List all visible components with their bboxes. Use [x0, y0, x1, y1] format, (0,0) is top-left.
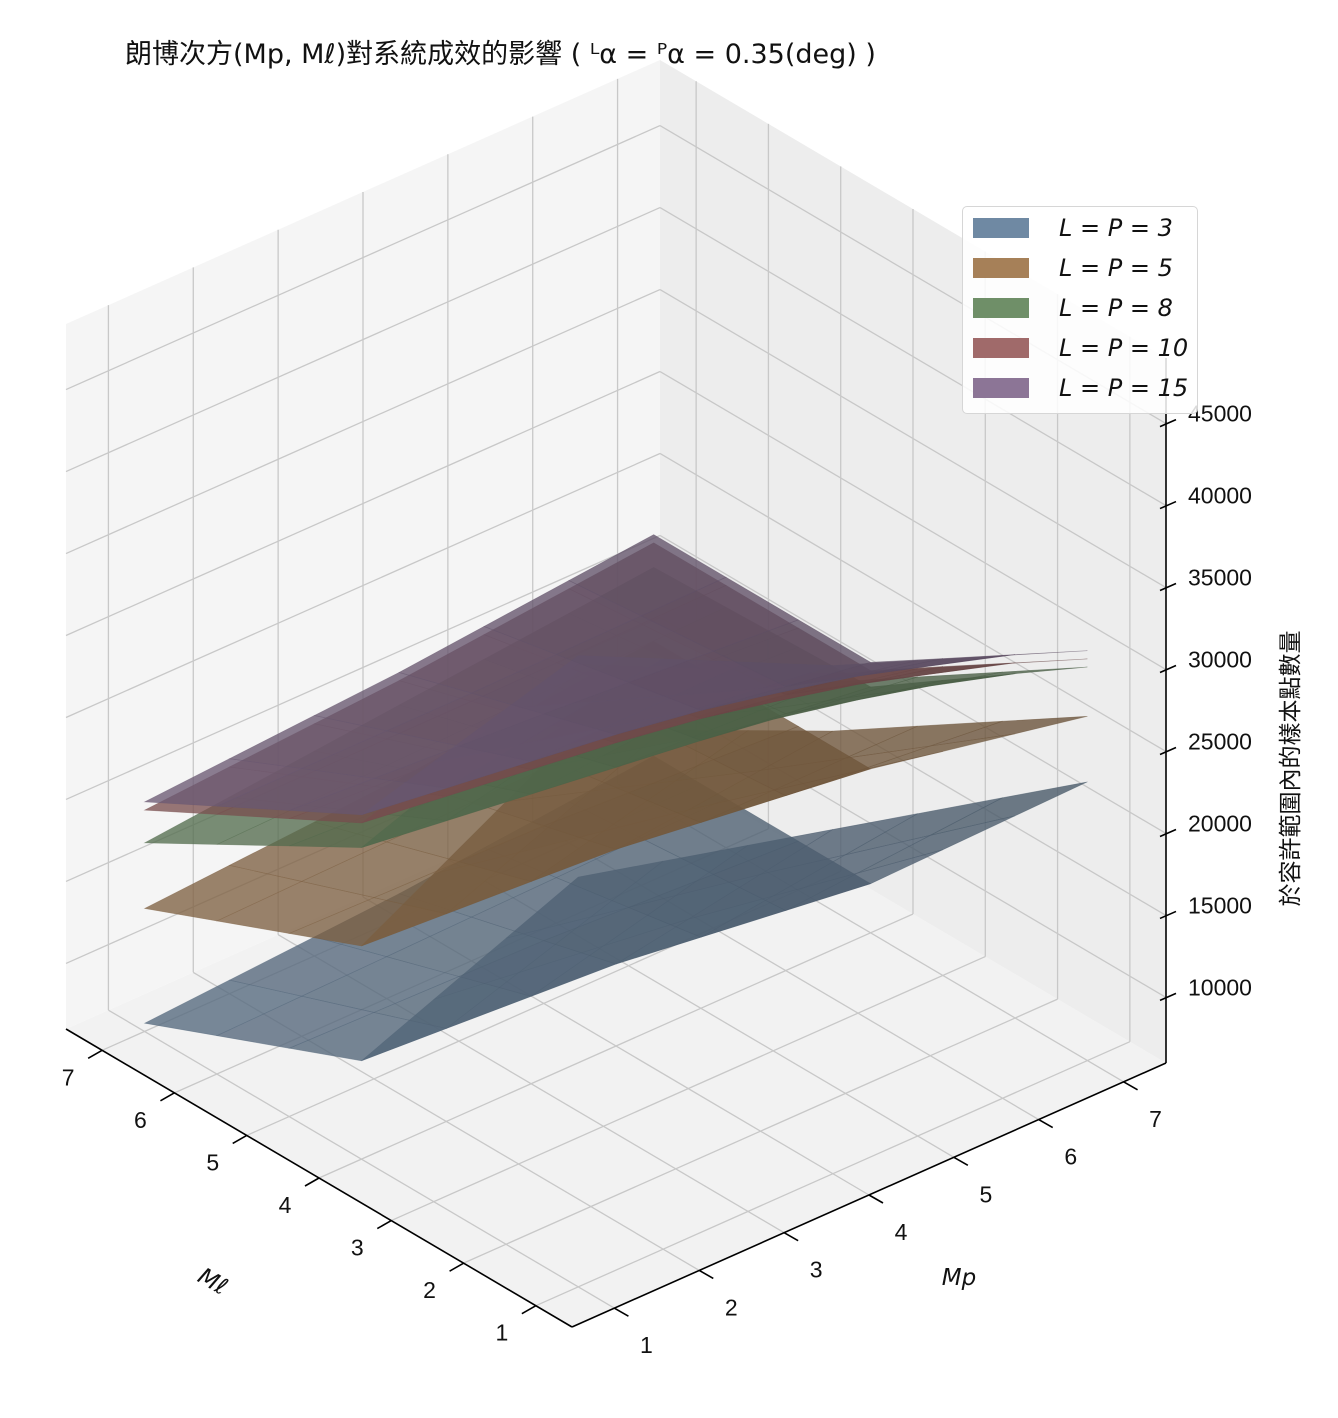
- ml-tick-label: 4: [279, 1192, 292, 1218]
- mp-tick-label: 6: [1064, 1144, 1077, 1170]
- z-tick-mark: [1159, 992, 1177, 1002]
- grid-line-z-right: [659, 370, 1167, 671]
- z-tick-label: 40000: [1188, 483, 1252, 509]
- mp-tick-mark: [868, 1194, 884, 1204]
- ml-tick-mark: [232, 1134, 248, 1145]
- grid-line-z-left: [65, 534, 661, 801]
- grid-line-z-left: [65, 288, 661, 555]
- mp-tick-mark: [1038, 1118, 1054, 1129]
- ml-tick-label: 3: [351, 1235, 364, 1261]
- ml-tick-label: 6: [134, 1107, 147, 1133]
- ml-axis-title: Mℓ: [193, 1263, 231, 1300]
- grid-line-z-left: [65, 370, 661, 637]
- grid-line-floor-y: [108, 1009, 615, 1309]
- z-tick-label: 10000: [1188, 974, 1252, 1000]
- z-tick-mark: [1159, 828, 1177, 838]
- ml-tick-mark: [449, 1262, 464, 1272]
- grid-line-z-right: [659, 206, 1167, 507]
- legend-swatch-1: [973, 218, 1029, 238]
- legend-item: L = P = 10: [973, 333, 1188, 363]
- z-tick-mark: [1159, 582, 1177, 592]
- z-tick-label: 45000: [1188, 401, 1252, 427]
- grid-line-z-left: [65, 452, 661, 719]
- surface-layers: [143, 534, 1088, 1062]
- ml-tick-mark: [304, 1177, 320, 1187]
- ml-tick-mark: [160, 1092, 175, 1102]
- legend-label: L = P = 3: [1059, 214, 1173, 242]
- legend-swatch-3: [973, 298, 1029, 318]
- legend-item: L = P = 8: [973, 293, 1173, 323]
- grid-line-z-right: [659, 288, 1167, 589]
- legend-label: L = P = 15: [1059, 374, 1189, 402]
- z-tick-mark: [1159, 500, 1177, 510]
- legend-label: L = P = 10: [1059, 334, 1189, 362]
- legend-label: L = P = 8: [1059, 294, 1173, 322]
- z-tick-mark: [1159, 910, 1177, 920]
- ml-tick-label: 2: [423, 1277, 436, 1303]
- ml-tick-label: 7: [62, 1064, 75, 1090]
- legend-swatch-5: [973, 378, 1029, 398]
- ml-tick-mark: [87, 1049, 103, 1059]
- ml-tick-mark: [521, 1305, 537, 1315]
- legend-swatch-2: [973, 258, 1029, 278]
- legend-label: L = P = 5: [1059, 254, 1173, 282]
- mp-tick-label: 3: [810, 1257, 823, 1283]
- legend: L = P = 3 L = P = 5 L = P = 8 L = P = 10…: [962, 206, 1198, 414]
- mp-tick-label: 4: [895, 1219, 908, 1245]
- z-tick-label: 20000: [1188, 810, 1252, 836]
- ml-tick-mark: [376, 1219, 392, 1230]
- axes: 1 2 3 4 5 6 7 1 2 3 4 5 6 7 10000 15000 20000 25000 30000 3…: [62, 358, 1304, 1358]
- chart-title: 朗博次方(Mp, Mℓ)對系統成效的影響 ( ᴸα = ᴾα = 0.35(de…: [125, 39, 876, 70]
- z-tick-mark: [1159, 664, 1177, 674]
- z-tick-label: 35000: [1188, 565, 1252, 591]
- grid-line-z-left: [65, 206, 661, 473]
- mp-axis-title: Mp: [942, 1265, 976, 1291]
- z-axis-title: 於容許範圍內的樣本點數量: [1278, 631, 1304, 907]
- mp-tick-label: 5: [979, 1181, 992, 1207]
- mp-tick-mark: [1123, 1081, 1138, 1091]
- mp-tick-mark: [783, 1232, 799, 1242]
- mp-tick-label: 7: [1149, 1106, 1162, 1132]
- surface-facet: [568, 534, 727, 617]
- legend-item: L = P = 3: [973, 213, 1173, 243]
- legend-swatch-4: [973, 338, 1029, 358]
- legend-item: L = P = 5: [973, 253, 1173, 283]
- mp-tick-mark: [698, 1269, 714, 1280]
- grid-line-z-left: [65, 124, 661, 391]
- z-tick-label: 15000: [1188, 892, 1252, 918]
- mp-tick-label: 2: [725, 1294, 738, 1320]
- ml-tick-label: 5: [206, 1149, 219, 1175]
- mp-tick-label: 1: [640, 1332, 653, 1358]
- z-tick-mark: [1159, 746, 1177, 756]
- mp-tick-mark: [614, 1307, 629, 1317]
- legend-item: L = P = 15: [973, 373, 1188, 403]
- surface-5: [143, 534, 1088, 816]
- z-tick-label: 30000: [1188, 647, 1252, 673]
- z-tick-mark: [1159, 418, 1177, 428]
- mp-tick-mark: [953, 1156, 969, 1166]
- ml-tick-label: 1: [495, 1320, 508, 1346]
- grid-line-z-right: [659, 452, 1167, 753]
- z-tick-label: 25000: [1188, 728, 1252, 754]
